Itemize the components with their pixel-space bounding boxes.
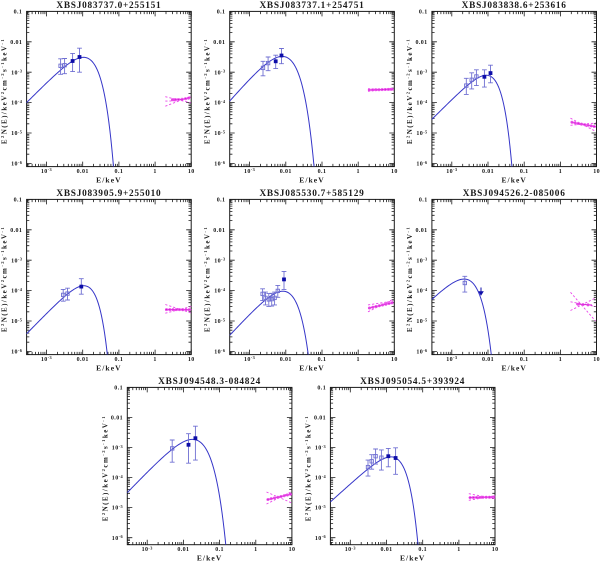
svg-text:E2N(E)/keV2cm-2s-1keV-1: E2N(E)/keV2cm-2s-1keV-1	[101, 415, 110, 521]
svg-text:10: 10	[289, 547, 296, 553]
svg-text:0.1: 0.1	[520, 357, 529, 363]
svg-text:0.01: 0.01	[213, 40, 225, 46]
svg-text:10: 10	[188, 357, 195, 363]
svg-text:E/keV: E/keV	[96, 363, 122, 372]
svg-text:0.01: 0.01	[482, 169, 494, 175]
svg-text:0.01: 0.01	[213, 228, 225, 234]
svg-text:0.1: 0.1	[419, 198, 428, 204]
svg-text:E/keV: E/keV	[299, 363, 325, 372]
svg-text:0.01: 0.01	[10, 228, 22, 234]
svg-text:0.01: 0.01	[415, 228, 427, 234]
svg-text:0.1: 0.1	[217, 10, 226, 16]
svg-text:10: 10	[492, 547, 499, 553]
svg-text:10: 10	[593, 169, 600, 175]
svg-text:E2N(E)/keV2cm-2s-1keV-1: E2N(E)/keV2cm-2s-1keV-1	[405, 226, 414, 332]
svg-text:XBSJ094548.3-084824: XBSJ094548.3-084824	[158, 377, 261, 387]
svg-text:0.01: 0.01	[10, 40, 22, 46]
svg-text:0.01: 0.01	[280, 357, 292, 363]
svg-text:XBSJ083737.0+255151: XBSJ083737.0+255151	[56, 1, 161, 11]
svg-text:0.1: 0.1	[14, 198, 23, 204]
svg-text:0.01: 0.01	[111, 416, 123, 422]
svg-text:1: 1	[559, 357, 562, 363]
svg-text:0.01: 0.01	[77, 169, 89, 175]
svg-text:0.1: 0.1	[520, 169, 529, 175]
svg-text:0.1: 0.1	[114, 386, 123, 392]
svg-text:10: 10	[593, 357, 600, 363]
svg-text:E2N(E)/keV2cm-2s-1keV-1: E2N(E)/keV2cm-2s-1keV-1	[0, 38, 9, 144]
svg-text:0.1: 0.1	[14, 10, 23, 16]
svg-text:1: 1	[559, 169, 562, 175]
svg-text:E2N(E)/keV2cm-2s-1keV-1: E2N(E)/keV2cm-2s-1keV-1	[203, 38, 212, 144]
svg-text:0.01: 0.01	[280, 169, 292, 175]
svg-text:1: 1	[254, 547, 257, 553]
svg-text:E/keV: E/keV	[501, 363, 527, 372]
svg-text:0.1: 0.1	[215, 547, 224, 553]
svg-text:XBSJ083905.9+255010: XBSJ083905.9+255010	[56, 189, 161, 199]
svg-text:0.1: 0.1	[217, 198, 226, 204]
svg-text:XBSJ083737.1+254751: XBSJ083737.1+254751	[259, 1, 364, 11]
svg-text:E2N(E)/keV2cm-2s-1keV-1: E2N(E)/keV2cm-2s-1keV-1	[304, 415, 313, 521]
svg-text:1: 1	[153, 357, 156, 363]
svg-text:XBSJ083838.6+253616: XBSJ083838.6+253616	[462, 1, 567, 11]
svg-text:0.01: 0.01	[77, 357, 89, 363]
svg-text:0.1: 0.1	[318, 357, 327, 363]
svg-text:0.1: 0.1	[115, 169, 124, 175]
svg-text:10: 10	[391, 169, 398, 175]
svg-text:E/keV: E/keV	[197, 554, 223, 563]
svg-text:1: 1	[356, 357, 359, 363]
svg-text:10: 10	[188, 169, 195, 175]
svg-text:0.1: 0.1	[419, 10, 428, 16]
svg-text:E2N(E)/keV2cm-2s-1keV-1: E2N(E)/keV2cm-2s-1keV-1	[405, 38, 414, 144]
svg-text:E/keV: E/keV	[501, 175, 527, 184]
svg-text:0.1: 0.1	[318, 169, 327, 175]
svg-text:E/keV: E/keV	[400, 554, 426, 563]
svg-text:XBSJ095054.5+393924: XBSJ095054.5+393924	[360, 377, 465, 387]
svg-text:1: 1	[356, 169, 359, 175]
svg-text:0.1: 0.1	[115, 357, 124, 363]
svg-text:XBSJ085530.7+585129: XBSJ085530.7+585129	[259, 189, 364, 199]
svg-text:E/keV: E/keV	[96, 175, 122, 184]
svg-text:0.1: 0.1	[317, 386, 326, 392]
svg-text:1: 1	[457, 547, 460, 553]
svg-text:0.01: 0.01	[314, 416, 326, 422]
svg-text:0.01: 0.01	[380, 547, 392, 553]
svg-text:XBSJ094526.2-085006: XBSJ094526.2-085006	[463, 189, 566, 199]
svg-text:E2N(E)/keV2cm-2s-1keV-1: E2N(E)/keV2cm-2s-1keV-1	[0, 226, 9, 332]
svg-text:0.01: 0.01	[177, 547, 189, 553]
svg-text:10: 10	[391, 357, 398, 363]
svg-text:0.01: 0.01	[415, 40, 427, 46]
svg-text:1: 1	[153, 169, 156, 175]
svg-text:E2N(E)/keV2cm-2s-1keV-1: E2N(E)/keV2cm-2s-1keV-1	[203, 226, 212, 332]
svg-text:0.1: 0.1	[418, 547, 427, 553]
svg-text:E/keV: E/keV	[299, 175, 325, 184]
svg-text:0.01: 0.01	[482, 357, 494, 363]
